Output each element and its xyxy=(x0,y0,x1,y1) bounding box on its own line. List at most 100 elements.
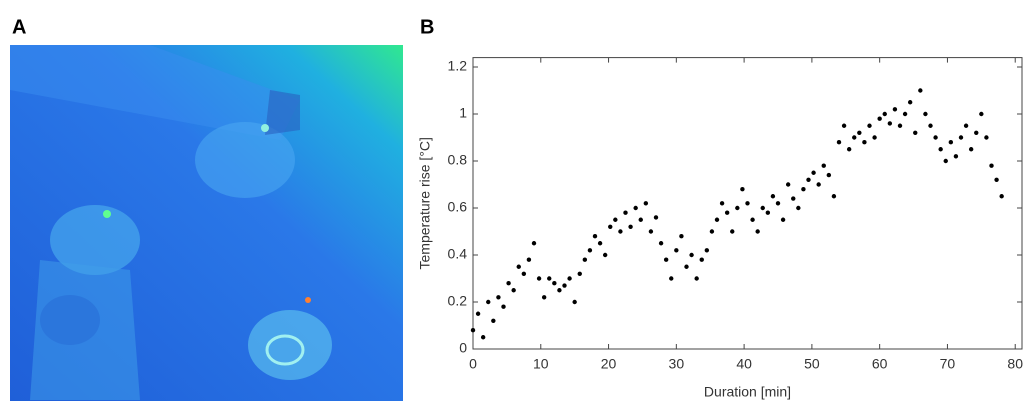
point xyxy=(979,111,984,117)
point xyxy=(923,111,928,117)
point xyxy=(806,177,811,182)
point xyxy=(943,158,948,164)
panel-label: A xyxy=(12,16,26,38)
point xyxy=(689,252,694,258)
point xyxy=(709,229,715,234)
point xyxy=(572,299,577,305)
y-tick-label: 0 xyxy=(459,340,467,356)
point xyxy=(557,288,562,293)
x-tick-label: 60 xyxy=(872,356,888,372)
point xyxy=(724,210,730,215)
point xyxy=(587,248,593,253)
y-tick-label: 0.8 xyxy=(448,152,468,168)
point xyxy=(765,210,771,215)
point xyxy=(643,201,649,206)
point xyxy=(618,229,623,234)
point xyxy=(511,288,516,293)
point xyxy=(638,217,643,222)
point xyxy=(953,154,959,159)
point xyxy=(933,135,938,140)
point xyxy=(907,100,913,105)
x-tick-label: 0 xyxy=(469,356,477,372)
point xyxy=(633,205,638,211)
point xyxy=(516,264,521,269)
point xyxy=(963,123,969,128)
point xyxy=(882,111,887,117)
point xyxy=(989,163,994,168)
point xyxy=(811,170,816,175)
point xyxy=(816,182,821,187)
point xyxy=(887,121,893,126)
point xyxy=(745,201,750,206)
point xyxy=(755,229,760,234)
point xyxy=(730,229,735,234)
point xyxy=(608,224,613,229)
point xyxy=(968,147,974,152)
x-tick-label: 40 xyxy=(736,356,752,372)
point xyxy=(877,116,882,121)
x-axis-label: Duration [min] xyxy=(704,384,791,400)
y-tick-label: 1 xyxy=(459,105,467,121)
point xyxy=(719,201,725,206)
point xyxy=(775,201,781,206)
point xyxy=(821,163,826,168)
point xyxy=(862,140,867,145)
point xyxy=(796,205,801,211)
point xyxy=(562,283,567,288)
point xyxy=(938,147,943,152)
point xyxy=(628,224,633,229)
y-tick-label: 0.2 xyxy=(448,293,468,309)
point xyxy=(714,217,720,222)
point xyxy=(663,257,669,262)
x-tick-label: 80 xyxy=(1007,356,1023,372)
x-tick-label: 70 xyxy=(940,356,956,372)
point xyxy=(613,217,618,222)
point xyxy=(872,135,877,140)
point xyxy=(852,135,857,140)
point xyxy=(653,215,659,220)
point xyxy=(760,205,765,211)
point xyxy=(918,88,923,93)
point xyxy=(684,264,689,269)
point xyxy=(679,234,684,239)
point xyxy=(984,135,989,140)
point xyxy=(582,257,588,262)
point xyxy=(999,194,1004,199)
point xyxy=(694,276,699,281)
point xyxy=(958,135,964,140)
point xyxy=(623,210,628,215)
y-tick-label: 0.6 xyxy=(448,199,468,215)
y-axis-label: Temperature rise [°C] xyxy=(417,137,433,269)
y-tick-label: 1.2 xyxy=(448,58,468,74)
point xyxy=(974,130,979,135)
point xyxy=(491,318,496,323)
point xyxy=(501,304,506,309)
point xyxy=(521,271,527,276)
y-tick-label: 0.4 xyxy=(448,246,468,262)
x-tick-label: 20 xyxy=(601,356,617,372)
point xyxy=(948,140,954,145)
point xyxy=(780,217,786,222)
point xyxy=(552,281,557,286)
point xyxy=(913,130,918,135)
point xyxy=(506,281,511,286)
x-tick-label: 50 xyxy=(804,356,820,372)
point xyxy=(857,130,862,135)
point xyxy=(648,229,654,234)
point xyxy=(531,241,537,246)
point xyxy=(699,257,704,262)
point xyxy=(674,248,679,253)
point xyxy=(791,196,796,201)
point xyxy=(496,295,501,300)
point xyxy=(994,177,999,182)
point xyxy=(801,187,806,192)
point xyxy=(867,123,872,128)
point xyxy=(669,276,674,281)
point xyxy=(740,187,745,192)
point xyxy=(750,217,755,222)
point xyxy=(770,194,776,199)
point xyxy=(592,234,598,239)
point xyxy=(486,299,491,305)
point xyxy=(480,335,486,340)
